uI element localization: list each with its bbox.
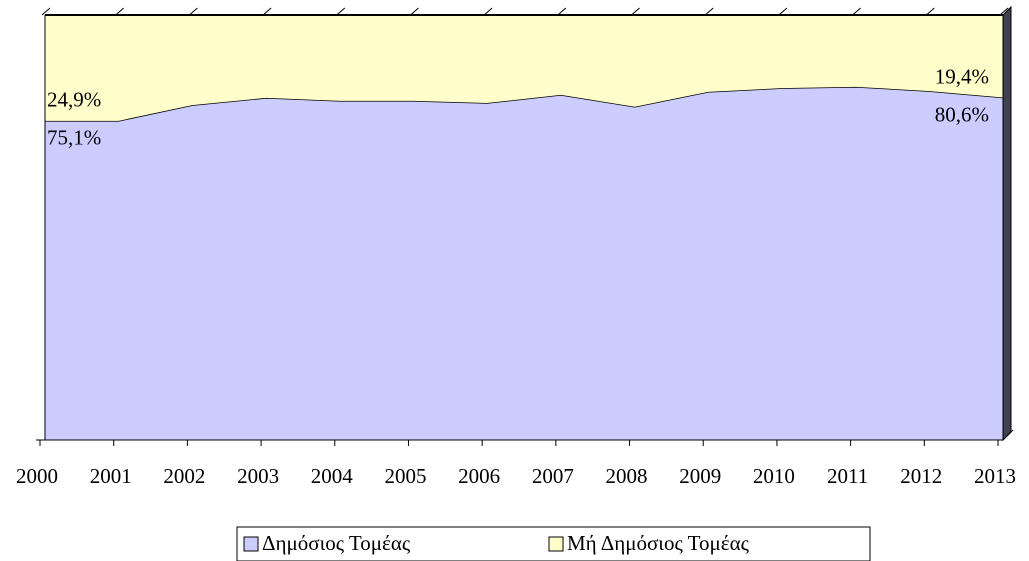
x-tick-label: 2003 <box>237 464 279 488</box>
top-tick <box>999 7 1009 16</box>
side-wall <box>1002 5 1012 442</box>
x-tick-label: 2008 <box>606 464 648 488</box>
x-tick-label: 2005 <box>384 464 426 488</box>
x-tick-label: 2002 <box>163 464 205 488</box>
top-tick <box>410 7 419 16</box>
x-tick-label: 2013 <box>974 464 1016 488</box>
x-tick-label: 2011 <box>827 464 868 488</box>
x-tick-label: 2007 <box>532 464 574 488</box>
x-tick-label: 2006 <box>458 464 500 488</box>
x-tick-label: 2010 <box>753 464 795 488</box>
top-tick <box>631 7 640 16</box>
value-label: 19,4% <box>935 64 989 88</box>
legend-label: Μή Δημόσιος Τομέας <box>567 531 750 555</box>
legend-label: Δημόσιος Τομέας <box>262 531 411 555</box>
x-tick-label: 2000 <box>16 464 58 488</box>
area <box>45 15 1003 121</box>
top-tick <box>336 7 346 16</box>
top-tick <box>557 7 567 16</box>
x-tick-label: 2004 <box>311 464 354 488</box>
x-tick-label: 2012 <box>900 464 942 488</box>
value-label: 80,6% <box>935 102 989 126</box>
axis-line <box>1002 429 1014 441</box>
x-tick-label: 2009 <box>679 464 721 488</box>
top-tick <box>262 7 272 16</box>
value-label: 75,1% <box>47 126 101 150</box>
top-tick <box>115 7 125 16</box>
top-tick <box>41 7 51 16</box>
legend-swatch <box>243 536 259 552</box>
top-tick <box>483 7 493 16</box>
value-label: 24,9% <box>47 88 101 112</box>
top-tick <box>189 7 198 16</box>
area <box>45 86 1003 440</box>
top-tick <box>778 7 788 16</box>
top-tick <box>852 7 861 16</box>
top-tick <box>925 7 935 16</box>
legend-swatch <box>548 536 564 552</box>
x-tick-label: 2001 <box>90 464 132 488</box>
top-tick <box>704 7 714 16</box>
